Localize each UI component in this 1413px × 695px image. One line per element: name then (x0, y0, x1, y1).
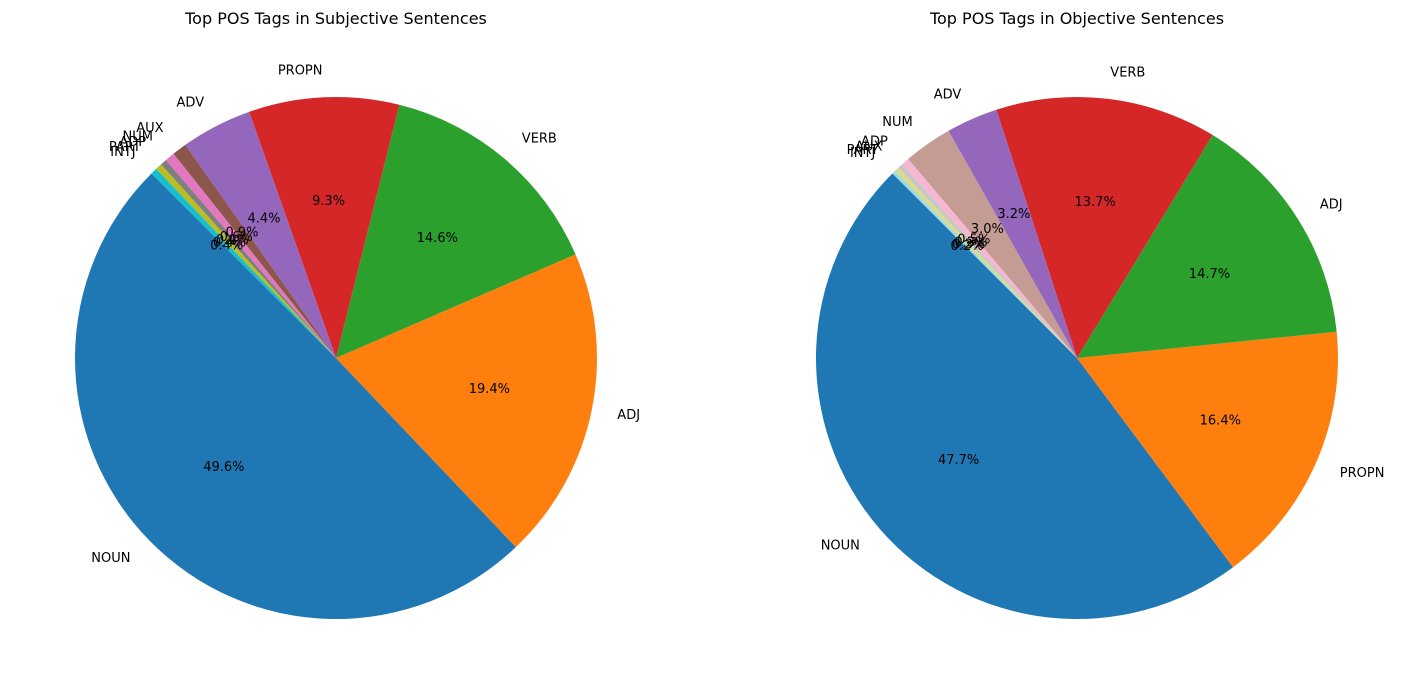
pie-slice-adj (1077, 135, 1337, 358)
pie-slice-aux (898, 164, 1077, 358)
slice-percent-propn: 16.4% (1200, 414, 1241, 429)
slice-label-noun: NOUN (821, 538, 860, 553)
label-group: NOUN 47.7% PROPN 16.4% ADJ 14.7% VERB 13.7% ADV 3… (821, 65, 1385, 553)
slice-label-propn: PROPN (1340, 466, 1385, 481)
slice-label-part: PART (847, 143, 879, 158)
slice-percent-adp: 0.5% (957, 233, 990, 248)
slice-percent-aux: 0.9% (225, 225, 258, 240)
pie-slice-verb (996, 96, 1213, 358)
slice-percent-num: 3.0% (971, 222, 1004, 237)
pie-slice-adp (160, 160, 336, 358)
slice-percent-num: 0.6% (220, 230, 253, 245)
pie-slice-noun (75, 173, 516, 619)
chart-title: Top POS Tags in Subjective Sentences (184, 9, 487, 28)
slice-percent-part: 0.3% (952, 237, 985, 252)
pie-slice-part (156, 164, 336, 358)
slice-percent-adj: 14.7% (1189, 267, 1230, 282)
pie-slice-num (165, 153, 336, 358)
slice-label-adp: ADP (861, 135, 888, 150)
pie-slice-propn (249, 97, 400, 359)
slice-percent-intj: 0.4% (210, 238, 243, 253)
slice-percent-intj: 0.2% (950, 239, 983, 254)
slice-percent-verb: 13.7% (1075, 195, 1116, 210)
pie-slice-adv (948, 109, 1077, 358)
chart-title: Top POS Tags in Objective Sentences (929, 9, 1224, 28)
slice-label-num: NUM (123, 129, 153, 144)
slice-percent-aux: 0.3% (954, 235, 987, 250)
slice-label-adj: ADJ (617, 408, 640, 423)
slice-percent-verb: 14.6% (417, 231, 458, 246)
slice-percent-adj: 19.4% (469, 382, 510, 397)
pie-slice-intj (151, 168, 336, 358)
pie-slice-num (908, 130, 1077, 358)
slice-label-adj: ADJ (1320, 197, 1343, 212)
pie-slice-intj (892, 171, 1077, 358)
slice-label-aux: AUX (855, 139, 882, 154)
pie-slice-verb (336, 104, 576, 358)
slice-label-num: NUM (882, 115, 912, 130)
slice-label-part: PART (109, 140, 141, 155)
pie-slice-noun (815, 173, 1234, 620)
slice-label-adv: ADV (934, 88, 962, 103)
label-group: NOUN 49.6% ADJ 19.4% VERB 14.6% PROPN 9.3% ADV 4.… (91, 64, 640, 566)
pie-chart-subjective: Top POS Tags in Subjective Sentences NOU… (75, 9, 640, 619)
pie-slice-aux (173, 144, 336, 358)
slice-label-intj: INTJ (850, 146, 875, 161)
wedge-group (75, 97, 597, 619)
slice-label-aux: AUX (136, 121, 163, 136)
slice-label-adv: ADV (177, 96, 205, 111)
slice-label-verb: VERB (522, 132, 557, 147)
pie-slice-adv (185, 111, 336, 358)
pie-chart-objective: Top POS Tags in Objective Sentences NOUN… (815, 9, 1385, 620)
slice-label-verb: VERB (1110, 65, 1145, 80)
slice-label-adp: ADP (119, 135, 146, 150)
slice-percent-noun: 47.7% (938, 453, 979, 468)
slice-percent-part: 0.4% (213, 236, 246, 251)
pie-slice-part (894, 167, 1077, 358)
slice-percent-noun: 49.6% (203, 460, 244, 475)
slice-percent-adp: 0.4% (216, 233, 249, 248)
wedge-group (815, 96, 1339, 620)
slice-percent-adv: 4.4% (247, 211, 280, 226)
slice-label-propn: PROPN (278, 64, 323, 79)
slice-label-noun: NOUN (91, 551, 130, 566)
pie-slice-adj (336, 254, 597, 548)
slice-percent-propn: 9.3% (312, 194, 345, 209)
slice-percent-adv: 3.2% (997, 207, 1030, 222)
pie-slice-propn (1077, 331, 1339, 568)
pie-slice-adp (901, 159, 1077, 358)
slice-label-intj: INTJ (110, 145, 135, 160)
